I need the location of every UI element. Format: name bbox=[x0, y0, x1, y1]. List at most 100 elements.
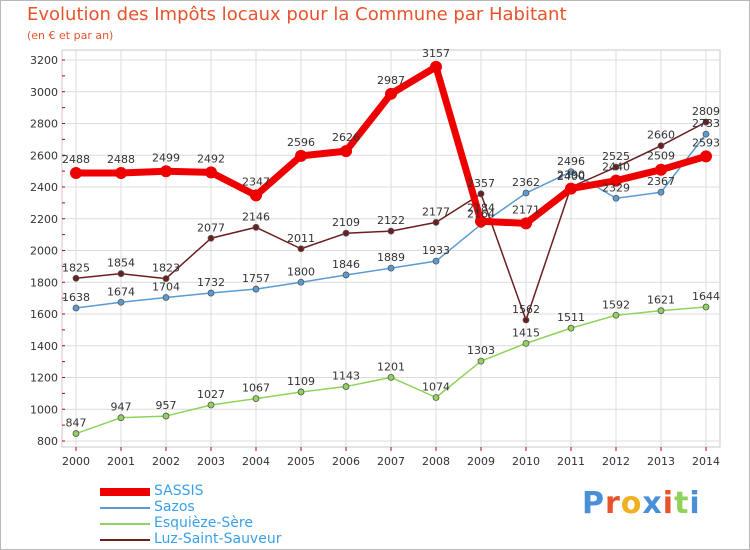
data-point-sassis bbox=[250, 189, 262, 202]
data-label-esquieze-sere: 1143 bbox=[332, 370, 360, 383]
x-tick-label: 2004 bbox=[242, 455, 270, 468]
data-point-esquieze-sere bbox=[432, 394, 440, 401]
data-label-esquieze-sere: 1201 bbox=[377, 360, 405, 373]
data-point-esquieze-sere bbox=[207, 401, 215, 409]
data-point-sassis bbox=[610, 174, 622, 187]
series-layer bbox=[70, 60, 712, 437]
data-point-sassis bbox=[520, 217, 532, 230]
data-point-luz-saint-sauveur bbox=[432, 219, 440, 226]
data-point-sazos bbox=[297, 278, 305, 286]
chart-title: Evolution des Impôts locaux pour la Comm… bbox=[27, 4, 567, 25]
y-tick-label: 1200 bbox=[30, 372, 58, 385]
y-tick-label: 3000 bbox=[30, 86, 58, 99]
data-label-esquieze-sere: 947 bbox=[111, 401, 132, 414]
data-point-esquieze-sere bbox=[477, 357, 485, 365]
data-label-sazos: 2329 bbox=[602, 181, 630, 194]
data-point-luz-saint-sauveur bbox=[657, 142, 665, 150]
grid-layer bbox=[61, 49, 721, 448]
data-label-esquieze-sere: 1109 bbox=[287, 375, 315, 388]
y-tick-label: 2000 bbox=[30, 245, 58, 258]
data-label-luz-saint-sauveur: 2357 bbox=[467, 177, 495, 190]
data-label-luz-saint-sauveur: 2660 bbox=[647, 129, 675, 142]
data-point-luz-saint-sauveur bbox=[477, 190, 485, 198]
x-tick-label: 2006 bbox=[332, 455, 360, 468]
data-point-sassis bbox=[295, 149, 307, 162]
data-label-esquieze-sere: 957 bbox=[156, 399, 177, 412]
data-label-sazos: 1674 bbox=[107, 285, 135, 298]
data-point-sassis bbox=[70, 167, 82, 180]
data-label-sazos: 1800 bbox=[287, 265, 315, 278]
data-label-sazos: 2367 bbox=[647, 175, 675, 188]
data-point-luz-saint-sauveur bbox=[162, 275, 170, 282]
data-point-sazos bbox=[252, 285, 260, 293]
data-label-luz-saint-sauveur: 1825 bbox=[62, 261, 90, 274]
y-tick-label: 1000 bbox=[30, 403, 58, 416]
data-label-esquieze-sere: 1027 bbox=[197, 388, 225, 401]
axis-layer: 800 1000 1200 1400 1600 1800 2000 2200 2400 2600 2… bbox=[30, 54, 720, 468]
data-label-sassis: 2184 bbox=[467, 201, 495, 214]
legend-label-sazos: Sazos bbox=[154, 499, 195, 515]
data-point-esquieze-sere bbox=[387, 373, 395, 381]
data-point-luz-saint-sauveur bbox=[522, 316, 530, 324]
data-label-esquieze-sere: 1303 bbox=[467, 344, 495, 357]
legend-label-sassis: SASSIS bbox=[154, 483, 204, 499]
data-label-sassis: 2499 bbox=[152, 151, 180, 164]
data-point-sassis bbox=[475, 215, 487, 228]
x-tick-label: 2005 bbox=[287, 455, 315, 468]
y-tick-label: 2600 bbox=[30, 149, 58, 162]
data-point-esquieze-sere bbox=[162, 412, 170, 420]
data-label-luz-saint-sauveur: 2146 bbox=[242, 210, 270, 223]
data-label-luz-saint-sauveur: 2011 bbox=[287, 232, 315, 245]
data-label-sazos: 2362 bbox=[512, 176, 540, 189]
data-point-sazos bbox=[567, 168, 575, 176]
legend-swatch-luz-saint-sauveur bbox=[100, 539, 150, 541]
y-tick-label: 2800 bbox=[30, 118, 58, 131]
data-point-esquieze-sere bbox=[657, 307, 665, 315]
x-tick-label: 2013 bbox=[647, 455, 675, 468]
y-tick-label: 1600 bbox=[30, 308, 58, 321]
data-point-esquieze-sere bbox=[72, 430, 80, 437]
data-point-sassis bbox=[340, 145, 352, 158]
data-point-sazos bbox=[657, 188, 665, 196]
data-label-sassis: 3157 bbox=[422, 47, 450, 60]
data-point-esquieze-sere bbox=[702, 303, 710, 311]
data-label-esquieze-sere: 1592 bbox=[602, 298, 630, 311]
data-label-sassis: 2488 bbox=[107, 153, 135, 166]
legend-swatch-esquieze-sere bbox=[100, 523, 150, 525]
data-point-luz-saint-sauveur bbox=[612, 163, 620, 171]
data-point-sazos bbox=[117, 298, 125, 306]
data-label-sazos: 1933 bbox=[422, 244, 450, 257]
data-label-luz-saint-sauveur: 2809 bbox=[692, 105, 720, 118]
data-point-sazos bbox=[342, 271, 350, 279]
data-point-luz-saint-sauveur bbox=[72, 274, 80, 282]
chart-subtitle: (en € et par an) bbox=[27, 29, 114, 42]
data-label-luz-saint-sauveur: 2177 bbox=[422, 205, 450, 218]
y-tick-label: 2400 bbox=[30, 181, 58, 194]
data-point-luz-saint-sauveur bbox=[702, 118, 710, 126]
data-point-luz-saint-sauveur bbox=[207, 234, 215, 242]
data-point-sazos bbox=[522, 189, 530, 197]
legend-swatch-sazos bbox=[100, 507, 150, 509]
data-label-sazos: 2733 bbox=[692, 117, 720, 130]
data-label-sassis: 2509 bbox=[647, 150, 675, 163]
data-label-sazos: 2496 bbox=[557, 155, 585, 168]
data-label-sazos: 1732 bbox=[197, 276, 225, 289]
data-point-sassis bbox=[430, 60, 442, 73]
data-label-sazos: 1846 bbox=[332, 258, 360, 271]
data-label-sassis: 2596 bbox=[287, 136, 315, 149]
data-point-sassis bbox=[655, 163, 667, 176]
data-point-esquieze-sere bbox=[522, 339, 530, 347]
data-point-sassis bbox=[115, 167, 127, 180]
data-label-esquieze-sere: 1644 bbox=[692, 290, 720, 303]
data-label-sassis: 2492 bbox=[197, 152, 225, 165]
proxiti-logo: Proxiti bbox=[582, 486, 701, 521]
data-point-sazos bbox=[72, 304, 80, 312]
data-label-sassis: 2987 bbox=[377, 74, 405, 87]
x-tick-label: 2002 bbox=[152, 455, 180, 468]
data-label-sassis: 2440 bbox=[602, 161, 630, 174]
data-point-esquieze-sere bbox=[567, 324, 575, 332]
data-label-sazos: 2164 bbox=[467, 207, 495, 220]
data-point-sazos bbox=[612, 194, 620, 202]
data-point-sassis bbox=[385, 87, 397, 100]
data-point-esquieze-sere bbox=[297, 388, 305, 396]
